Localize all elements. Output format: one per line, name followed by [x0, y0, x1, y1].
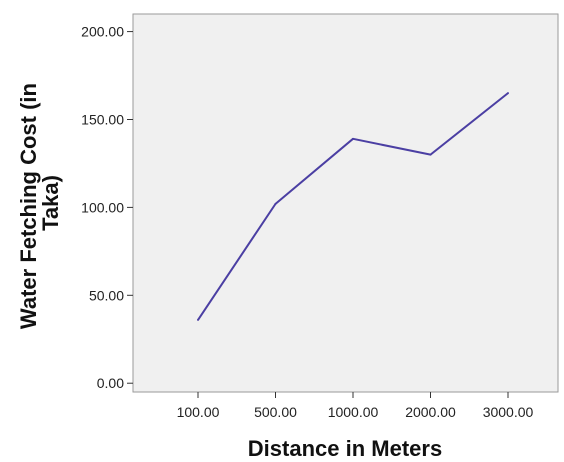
plot-area: [132, 13, 559, 393]
x-axis: 100.00 500.00 1000.00 2000.00 3000.00: [177, 392, 534, 420]
x-tick-label: 3000.00: [483, 404, 534, 420]
y-axis-title-line-1: Water Fetching Cost (in: [16, 83, 41, 329]
y-tick-label: 200.00: [81, 24, 124, 40]
x-tick-label: 500.00: [254, 404, 297, 420]
y-axis-title-line-2: Taka): [38, 175, 63, 231]
data-point: [197, 318, 199, 321]
y-tick-label: 50.00: [89, 287, 124, 303]
data-point: [429, 153, 432, 156]
series-layer: [197, 92, 509, 321]
data-point: [507, 92, 509, 95]
x-tick-label: 100.00: [177, 404, 220, 420]
y-axis: 0.00 50.00 100.00 150.00 200.00: [81, 24, 133, 391]
x-axis-title: Distance in Meters: [248, 436, 442, 461]
data-point: [274, 202, 277, 205]
data-point: [352, 137, 354, 140]
x-tick-label: 2000.00: [405, 404, 456, 420]
y-tick-label: 100.00: [81, 199, 124, 215]
y-tick-label: 0.00: [97, 375, 124, 391]
y-tick-label: 150.00: [81, 111, 124, 127]
y-axis-title: Water Fetching Cost (in Taka): [16, 77, 63, 329]
x-tick-label: 1000.00: [328, 404, 379, 420]
